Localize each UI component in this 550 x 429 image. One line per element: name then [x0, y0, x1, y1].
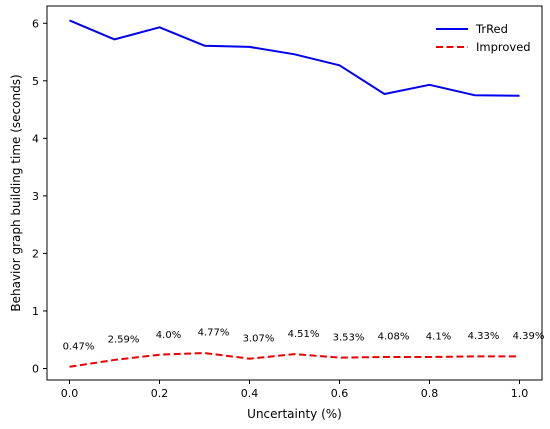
legend-label-trred: TrRed	[475, 22, 508, 36]
x-tick-label: 0.8	[421, 387, 439, 400]
x-tick-label: 0.0	[61, 387, 79, 400]
data-annotation: 4.08%	[378, 332, 410, 343]
x-axis: 0.0 0.2 0.4 0.6 0.8 1.0	[61, 380, 529, 400]
data-annotation: 4.0%	[156, 330, 181, 341]
y-axis: 0 1 2 3 4 5 6	[32, 17, 47, 375]
data-annotation: 3.07%	[243, 333, 275, 344]
plot-area: 0.47% 2.59% 4.0% 4.77% 3.07% 4.51% 3.53% 4.08% 4…	[63, 19, 545, 368]
axes-frame	[46, 5, 543, 381]
legend: TrRed Improved	[436, 22, 531, 54]
data-annotation: 4.39%	[513, 331, 545, 342]
y-tick-label: 4	[32, 132, 39, 145]
y-tick-label: 1	[32, 305, 39, 318]
x-tick-label: 0.6	[331, 387, 349, 400]
data-annotation: 3.53%	[333, 332, 365, 343]
x-tick-label: 1.0	[511, 387, 529, 400]
y-tick-label: 0	[32, 362, 39, 375]
data-annotation: 2.59%	[108, 335, 140, 346]
y-tick-label: 5	[32, 75, 39, 88]
series-line-trred	[69, 19, 520, 97]
x-tick-label: 0.2	[151, 387, 169, 400]
data-annotation: 4.1%	[426, 332, 451, 343]
data-annotation: 4.51%	[288, 329, 320, 340]
data-annotation: 0.47%	[63, 342, 95, 353]
y-tick-label: 2	[32, 247, 39, 260]
y-tick-label: 3	[32, 190, 39, 203]
x-tick-label: 0.4	[241, 387, 259, 400]
legend-label-improved: Improved	[476, 40, 531, 54]
x-axis-label: Uncertainty (%)	[247, 407, 342, 421]
y-axis-label: Behavior graph building time (seconds)	[9, 74, 23, 311]
series-line-improved	[69, 352, 520, 368]
y-tick-label: 6	[32, 17, 39, 30]
data-annotation: 4.77%	[198, 328, 230, 339]
data-annotation: 4.33%	[468, 331, 500, 342]
